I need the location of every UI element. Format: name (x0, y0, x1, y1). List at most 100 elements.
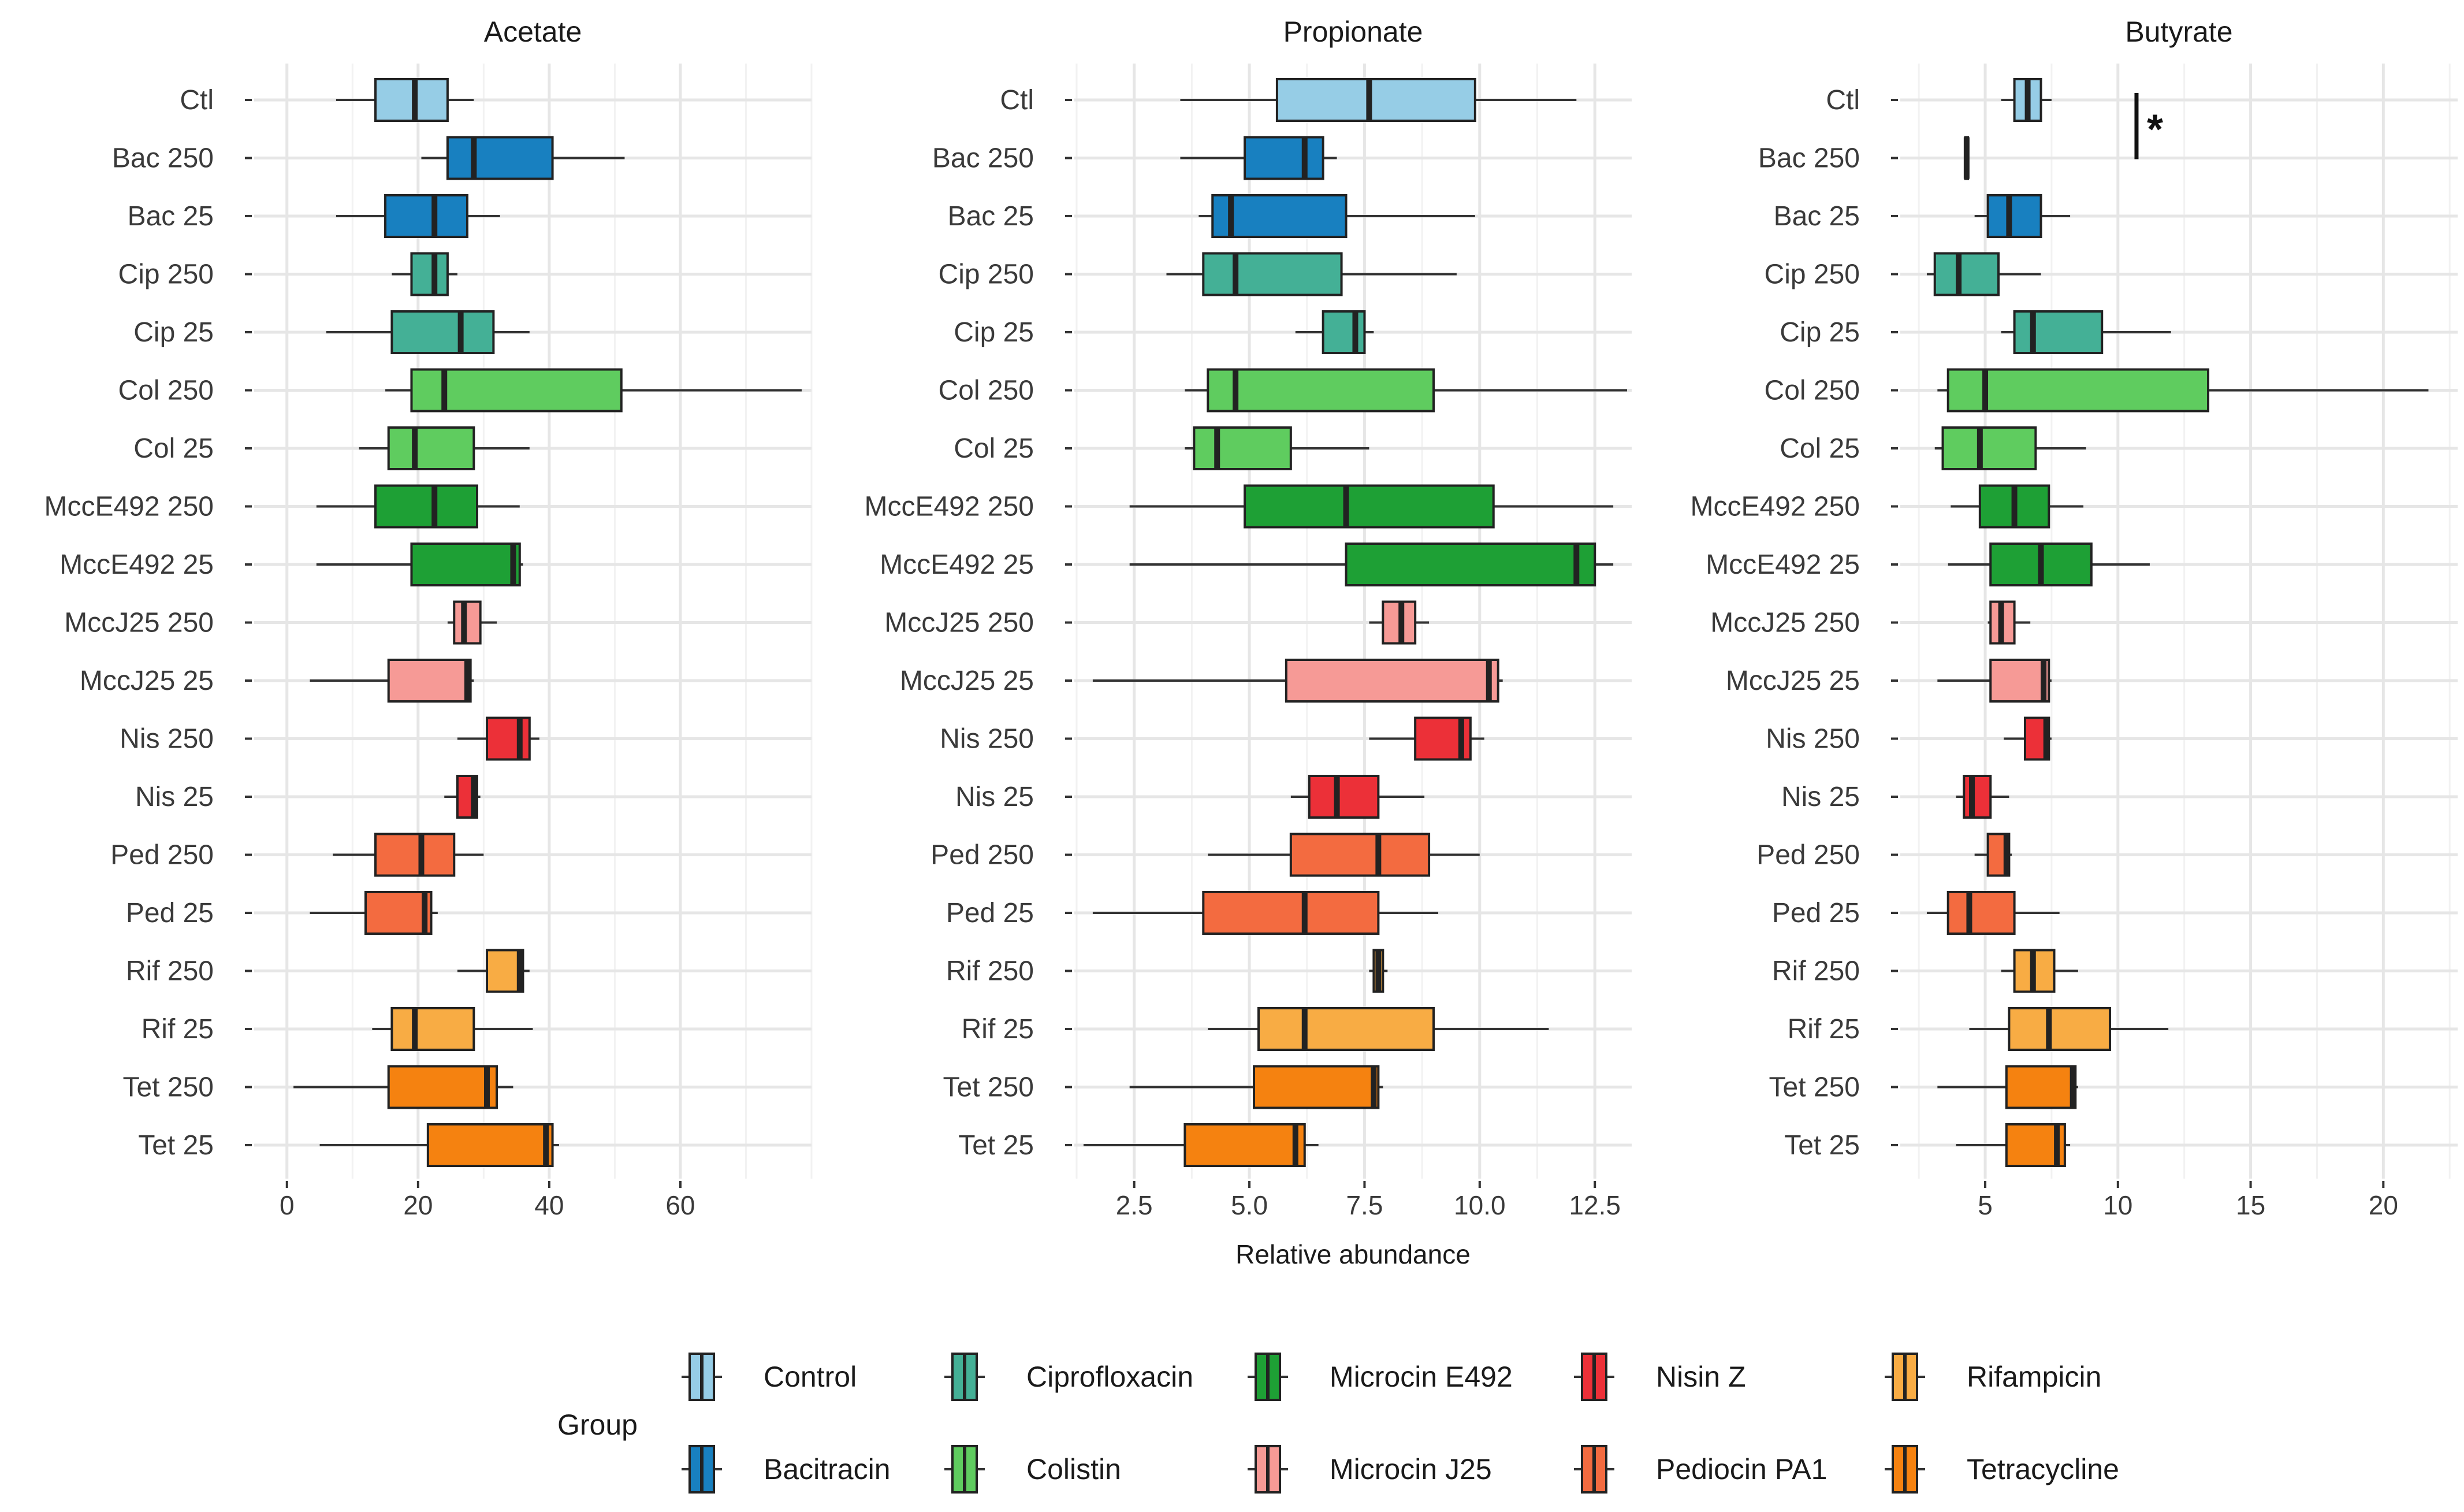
box-ped-250 (1974, 833, 2012, 877)
legend-label: Bacitracin (764, 1453, 891, 1485)
legend-key-icon (1885, 1445, 1925, 1494)
iqr-box (1253, 1065, 1380, 1109)
iqr-box (1202, 252, 1343, 296)
category-label: Rif 250 (126, 956, 214, 987)
box-mccj25-250 (1987, 600, 2031, 645)
iqr-box (2005, 1065, 2077, 1109)
box-nis-25 (1290, 775, 1425, 819)
category-label: Ped 25 (946, 898, 1034, 928)
category-label: Col 25 (133, 433, 214, 464)
legend-label: Ciprofloxacin (1026, 1361, 1193, 1393)
box-tet-25 (1956, 1123, 2071, 1167)
category-label: MccJ25 250 (884, 608, 1034, 638)
significance-star: * (2147, 106, 2163, 153)
box-cip-250 (392, 252, 457, 296)
box-bac-25 (1974, 194, 2071, 238)
legend-key-icon (682, 1353, 722, 1401)
iqr-box (1183, 1123, 1306, 1167)
box-tet-250 (1129, 1065, 1383, 1109)
x-tick-label: 2.5 (1116, 1190, 1153, 1220)
iqr-box (1202, 891, 1380, 935)
gridlines (1900, 64, 2458, 1179)
box-nis-25 (444, 775, 481, 819)
legend-key-icon (944, 1353, 985, 1401)
iqr-box (390, 310, 495, 354)
category-label: MccE492 250 (1690, 492, 1860, 522)
box-mcce492-25 (316, 543, 523, 586)
category-label: Ped 250 (110, 840, 214, 871)
panel-title: Butyrate (2125, 16, 2232, 48)
category-label: Bac 25 (1774, 201, 1860, 232)
box-ctl (336, 78, 474, 122)
category-label: Ped 25 (1772, 898, 1860, 928)
iqr-box (384, 194, 468, 238)
significance-annotation: * (2134, 93, 2163, 159)
box-ped-25 (310, 891, 438, 935)
category-label: Bac 250 (112, 143, 214, 174)
iqr-box (1308, 775, 1380, 819)
category-label: Col 250 (118, 376, 214, 406)
category-label: Nis 250 (1766, 724, 1860, 755)
box-nis-250 (1369, 716, 1484, 761)
box-rif-250 (457, 949, 530, 993)
category-label: MccE492 250 (864, 492, 1034, 522)
x-tick-label: 20 (403, 1190, 433, 1220)
legend-item-ciprofloxacin: Ciprofloxacin (944, 1353, 1193, 1401)
category-label: Ped 250 (930, 840, 1034, 871)
x-tick-label: 10 (2103, 1190, 2132, 1220)
iqr-box (1322, 310, 1366, 354)
category-label: MccJ25 250 (64, 608, 214, 638)
legend-item-pediocin-pa1: Pediocin PA1 (1574, 1445, 1827, 1494)
legend-key-icon (1574, 1353, 1614, 1401)
category-label: Nis 250 (940, 724, 1034, 755)
box-col-25 (359, 426, 530, 470)
box-mccj25-25 (1092, 659, 1503, 703)
box-tet-250 (293, 1065, 513, 1109)
iqr-box (1986, 194, 2042, 238)
box-bac-25 (1198, 194, 1475, 238)
iqr-box (1244, 136, 1324, 180)
legend-label: Microcin J25 (1330, 1453, 1492, 1485)
category-label: Tet 25 (958, 1130, 1034, 1161)
legend: Group Control Bacitracin Ciprofloxacin Colis… (557, 1353, 2119, 1494)
category-label: MccE492 25 (1706, 549, 1860, 580)
legend-key-icon (682, 1445, 722, 1494)
box-cip-25 (2001, 310, 2171, 354)
category-label: Col 25 (954, 433, 1034, 464)
legend-key-icon (944, 1445, 985, 1494)
iqr-box (1989, 659, 2050, 703)
category-label: Ped 250 (1756, 840, 1860, 871)
box-col-25 (1185, 426, 1369, 470)
iqr-box (1244, 484, 1495, 529)
x-axis-label: Relative abundance (1235, 1239, 1471, 1269)
legend-title: Group (557, 1409, 638, 1441)
box-rif-250 (1369, 949, 1388, 993)
category-label: Rif 250 (1772, 956, 1860, 987)
panel-title: Propionate (1283, 16, 1423, 48)
box-nis-25 (1956, 775, 2009, 819)
box-mccj25-25 (1937, 659, 2052, 703)
iqr-box (364, 891, 433, 935)
legend-label: Control (764, 1361, 857, 1393)
category-label: MccE492 250 (44, 492, 214, 522)
category-label: Tet 250 (123, 1072, 214, 1103)
iqr-box (374, 78, 449, 122)
iqr-box (1345, 543, 1596, 586)
category-label: Nis 25 (955, 782, 1034, 812)
category-label: MccE492 25 (59, 549, 214, 580)
legend-label: Microcin E492 (1330, 1361, 1513, 1393)
box-ped-250 (1208, 833, 1480, 877)
box-nis-250 (2004, 716, 2052, 761)
x-tick-label: 20 (2369, 1190, 2398, 1220)
legend-label: Nisin Z (1656, 1361, 1746, 1393)
iqr-box (1289, 833, 1431, 877)
legend-item-microcin-j25: Microcin J25 (1248, 1445, 1492, 1494)
box-ped-25 (1926, 891, 2060, 935)
iqr-box (1193, 426, 1292, 470)
panel-acetate: Acetate Ctl Bac 250 Bac 25 Cip 250 Cip 25 Col … (44, 16, 813, 1220)
iqr-box (453, 600, 482, 645)
iqr-box (426, 1123, 554, 1167)
box-mcce492-250 (1129, 484, 1614, 529)
x-tick-label: 40 (534, 1190, 564, 1220)
box-cip-250 (1926, 252, 2041, 296)
